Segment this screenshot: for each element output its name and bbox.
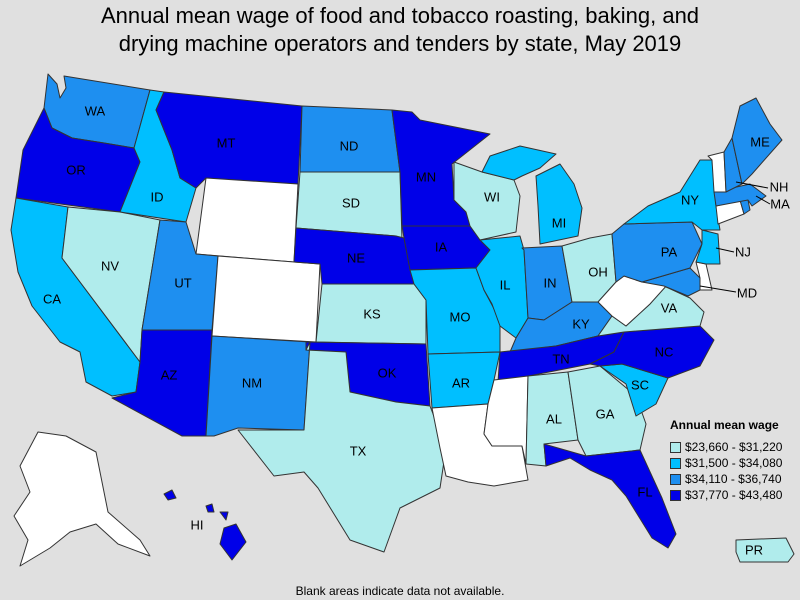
state-ME[interactable] xyxy=(731,97,783,185)
leader-MD xyxy=(699,285,737,293)
label-MI: MI xyxy=(552,215,566,230)
state-MI[interactable] xyxy=(481,145,583,245)
state-NC[interactable] xyxy=(589,325,715,379)
label-ID: ID xyxy=(151,189,164,204)
label-OK: OK xyxy=(378,365,397,380)
state-GA[interactable] xyxy=(567,365,647,457)
state-VT[interactable] xyxy=(707,151,727,193)
label-MN: MN xyxy=(416,169,436,184)
state-CO[interactable] xyxy=(211,255,321,343)
label-OH: OH xyxy=(588,264,608,279)
label-NY: NY xyxy=(681,192,699,207)
label-NH: NH xyxy=(770,179,789,194)
legend-range: $37,770 - $43,480 xyxy=(685,488,783,502)
label-FL: FL xyxy=(637,484,652,499)
label-MT: MT xyxy=(217,135,236,150)
map-title: Annual mean wage of food and tobacco roa… xyxy=(0,2,800,58)
legend-item: $37,770 - $43,480 xyxy=(670,487,800,503)
state-shapes xyxy=(10,73,795,567)
state-TX[interactable] xyxy=(237,341,447,553)
label-NC: NC xyxy=(655,344,674,359)
label-SC: SC xyxy=(631,377,649,392)
legend-swatch xyxy=(670,457,681,469)
legend-item: $23,660 - $31,220 xyxy=(670,439,800,455)
label-MO: MO xyxy=(450,309,471,324)
state-FL[interactable] xyxy=(543,443,677,549)
label-PR: PR xyxy=(745,542,763,557)
state-HI[interactable] xyxy=(163,489,247,561)
label-AL: AL xyxy=(546,411,562,426)
label-MD: MD xyxy=(737,285,757,300)
legend-swatch xyxy=(670,489,681,501)
legend-title: Annual mean wage xyxy=(670,418,779,432)
legend-swatch xyxy=(670,441,681,453)
label-OR: OR xyxy=(66,162,86,177)
label-CA: CA xyxy=(43,291,61,306)
legend: Annual mean wage $23,660 - $31,220 $31,5… xyxy=(670,418,800,503)
map-title-line-1: Annual mean wage of food and tobacco roa… xyxy=(100,3,700,28)
label-IN: IN xyxy=(544,275,557,290)
label-ND: ND xyxy=(340,138,359,153)
label-WI: WI xyxy=(484,189,500,204)
label-SD: SD xyxy=(342,195,360,210)
leader-NJ xyxy=(715,247,735,253)
label-UT: UT xyxy=(174,275,191,290)
legend-range: $31,500 - $34,080 xyxy=(685,456,783,470)
label-IA: IA xyxy=(435,239,448,254)
label-GA: GA xyxy=(596,406,615,421)
state-MT[interactable] xyxy=(155,91,303,189)
state-NY[interactable] xyxy=(623,159,721,231)
label-TX: TX xyxy=(350,443,367,458)
state-AK[interactable] xyxy=(13,431,151,567)
label-MA: MA xyxy=(770,196,790,211)
legend-range: $34,110 - $36,740 xyxy=(685,472,782,486)
state-WY[interactable] xyxy=(195,177,299,263)
leader-MA xyxy=(755,195,771,205)
legend-item: $31,500 - $34,080 xyxy=(670,455,800,471)
state-NJ[interactable] xyxy=(695,229,721,265)
label-AR: AR xyxy=(452,375,470,390)
label-WA: WA xyxy=(85,103,106,118)
state-IL[interactable] xyxy=(475,235,529,339)
label-IL: IL xyxy=(500,277,511,292)
label-leader-lines xyxy=(699,181,771,293)
label-KY: KY xyxy=(572,316,590,331)
label-NE: NE xyxy=(347,250,365,265)
label-TN: TN xyxy=(552,351,569,366)
legend-item: $34,110 - $36,740 xyxy=(670,471,800,487)
state-KS[interactable] xyxy=(315,283,427,345)
label-HI: HI xyxy=(191,517,204,532)
label-AZ: AZ xyxy=(161,367,178,382)
label-NM: NM xyxy=(242,375,262,390)
label-ME: ME xyxy=(750,134,770,149)
label-KS: KS xyxy=(363,306,381,321)
legend-range: $23,660 - $31,220 xyxy=(685,440,783,454)
state-labels: WA OR CA ID NV MT UT AZ NM ND SD NE KS O… xyxy=(43,103,790,557)
legend-swatch xyxy=(670,473,681,485)
label-NJ: NJ xyxy=(735,244,751,259)
footnote: Blank areas indicate data not available. xyxy=(295,584,505,598)
map-title-line-2: drying machine operators and tenders by … xyxy=(118,31,682,56)
label-NV: NV xyxy=(101,258,119,273)
territory-PR[interactable] xyxy=(735,537,795,563)
label-PA: PA xyxy=(661,244,678,259)
leader-NH xyxy=(735,181,769,189)
label-VA: VA xyxy=(661,300,678,315)
